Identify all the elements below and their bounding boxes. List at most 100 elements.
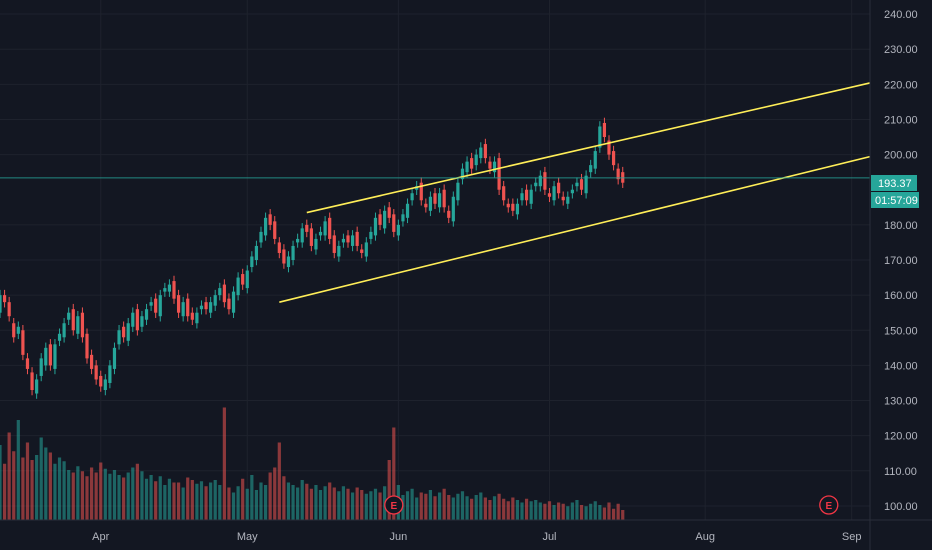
volume-bar [534, 500, 538, 520]
volume-bar [451, 497, 455, 520]
candle-body [524, 189, 529, 201]
volume-bar [204, 486, 208, 520]
volume-bar [21, 457, 25, 520]
volume-bar [616, 503, 620, 520]
volume-bar [346, 488, 350, 520]
volume-bar [579, 505, 584, 520]
volume-bar [7, 432, 11, 520]
candle-body [538, 175, 542, 187]
countdown-bg [871, 192, 919, 208]
candle-body [419, 182, 423, 201]
volume-bar [520, 502, 524, 520]
volume-bar [218, 485, 222, 520]
volume-bar [199, 481, 204, 520]
volume-bar [447, 495, 451, 520]
candle-body [598, 126, 602, 148]
volume-bar [552, 505, 556, 520]
candle-body [373, 217, 378, 236]
volume-bar [277, 442, 281, 520]
y-tick-label: 120.00 [884, 431, 918, 443]
candle-body [282, 249, 286, 264]
candle-body [254, 245, 259, 260]
candle-body [286, 256, 291, 268]
candle-body [557, 182, 561, 194]
volume-bar [543, 503, 547, 520]
volume-bar [360, 490, 364, 520]
volume-bar [305, 483, 309, 520]
volume-bar [392, 427, 396, 520]
candle-body [135, 309, 139, 331]
x-tick-label: Apr [92, 531, 109, 543]
candle-body [291, 245, 295, 260]
candle-body [176, 295, 181, 313]
candle-body [437, 193, 442, 208]
candle-body [117, 330, 121, 345]
volume-bar [263, 485, 268, 520]
earnings-marker[interactable]: E [819, 495, 839, 515]
candle-body [378, 214, 382, 225]
volume-bar [158, 476, 162, 520]
candle-body [268, 214, 272, 225]
volume-bar [589, 503, 593, 520]
y-tick-label: 230.00 [884, 44, 918, 56]
volume-bar [213, 480, 217, 520]
candle-body [318, 231, 323, 236]
volume-bar [502, 498, 506, 520]
volume-bar [337, 491, 341, 520]
candle-body [323, 221, 327, 236]
candle-body [570, 189, 574, 194]
candle-body [273, 221, 277, 239]
volume-bar [12, 451, 16, 520]
candle-body [85, 333, 89, 359]
candle-body [181, 302, 185, 317]
candle-body [44, 347, 48, 366]
candle-body [209, 302, 213, 313]
candle-body [456, 182, 460, 201]
candle-body [511, 203, 515, 211]
volume-bar [209, 482, 213, 520]
candle-body [250, 256, 254, 268]
price-tag-bg [871, 175, 917, 191]
channel-upper-line [306, 80, 880, 214]
candle-body [0, 295, 2, 313]
candle-body [515, 203, 520, 215]
earnings-circle [384, 495, 404, 515]
volume-bar [350, 492, 355, 520]
candle-body [369, 231, 373, 239]
volume-bar [561, 503, 565, 520]
volume-bar [71, 472, 75, 520]
x-tick-label: Sep [842, 531, 862, 543]
volume-bar [44, 447, 48, 520]
candle-body [401, 214, 405, 222]
candle-body [584, 175, 588, 194]
candle-body [470, 158, 474, 169]
volume-bar [122, 477, 126, 520]
volume-bar [364, 493, 368, 520]
candle-body [144, 309, 149, 320]
candle-body [355, 231, 359, 246]
candle-body [428, 196, 433, 211]
volume-bar [172, 482, 176, 520]
volume-bar [154, 481, 158, 520]
volume-bar [236, 486, 240, 520]
price-axis[interactable] [870, 0, 932, 520]
candle-body [543, 172, 547, 190]
candle-body [12, 323, 16, 338]
candle-body [602, 122, 607, 138]
volume-bar [140, 471, 144, 520]
volume-bar [373, 488, 378, 520]
volume-bar [259, 482, 263, 520]
candle-body [149, 302, 153, 306]
time-axis[interactable] [0, 520, 932, 550]
candle-body [57, 333, 62, 341]
earnings-marker[interactable]: E [384, 495, 404, 515]
channel-lines [279, 80, 907, 303]
candle-body [346, 235, 350, 243]
candle-body [579, 179, 584, 190]
volume-bar [515, 500, 520, 520]
volume-bar [117, 475, 121, 520]
candle-body [218, 288, 222, 296]
